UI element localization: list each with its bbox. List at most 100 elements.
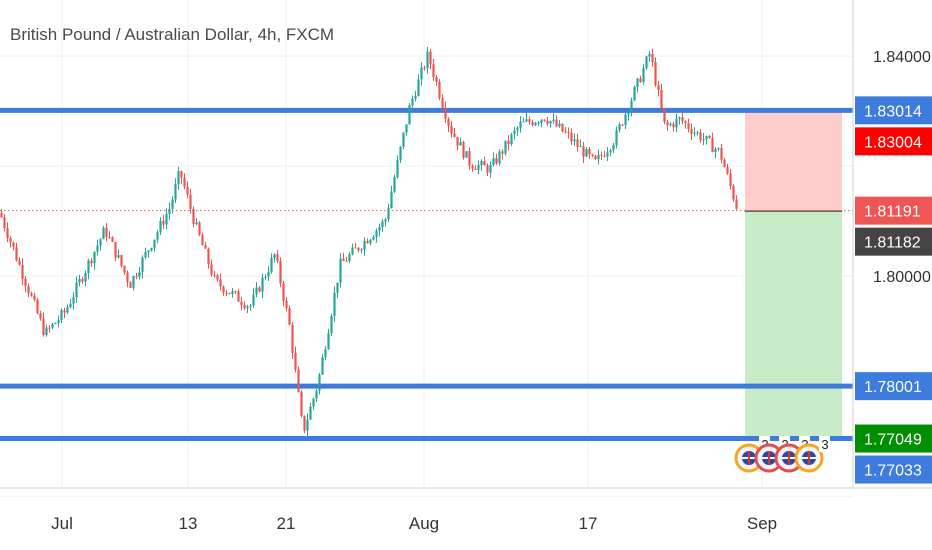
candle bbox=[33, 292, 36, 302]
time-axis[interactable]: Jul 13 21 Aug 17 Sep bbox=[51, 514, 777, 533]
candle bbox=[183, 173, 186, 190]
price-badge: 1.83014 bbox=[855, 96, 932, 125]
candle bbox=[429, 48, 432, 70]
candle bbox=[660, 83, 663, 110]
candle bbox=[420, 62, 423, 86]
candle bbox=[264, 274, 267, 280]
candle bbox=[621, 123, 624, 127]
candle bbox=[39, 310, 42, 321]
candle bbox=[606, 146, 609, 161]
candle bbox=[243, 301, 246, 311]
candle bbox=[447, 117, 450, 133]
candle bbox=[483, 156, 486, 166]
candle bbox=[666, 119, 669, 131]
candle bbox=[645, 55, 648, 70]
candle bbox=[360, 247, 363, 254]
candle bbox=[441, 94, 444, 110]
candle bbox=[423, 65, 426, 71]
candle bbox=[114, 241, 117, 262]
candle bbox=[147, 250, 150, 258]
candle bbox=[705, 135, 708, 145]
candle bbox=[51, 322, 54, 330]
price-badge: 1.83004 bbox=[855, 127, 932, 156]
candle bbox=[231, 288, 234, 298]
candle bbox=[210, 259, 213, 277]
candle bbox=[540, 119, 543, 128]
stop-loss-zone[interactable] bbox=[745, 110, 842, 212]
candle bbox=[369, 238, 372, 246]
candle bbox=[687, 118, 690, 133]
candle bbox=[3, 214, 6, 232]
candle bbox=[438, 79, 441, 101]
candle bbox=[624, 112, 627, 129]
candle bbox=[15, 242, 18, 262]
candle bbox=[528, 116, 531, 125]
svg-text:1.77033: 1.77033 bbox=[864, 463, 922, 480]
candle bbox=[144, 247, 147, 260]
candle bbox=[87, 258, 90, 280]
price-tick-label: 1.84000 bbox=[873, 49, 931, 66]
time-tick-label: Jul bbox=[51, 514, 73, 533]
candle bbox=[255, 282, 258, 298]
candle bbox=[336, 282, 339, 299]
candle bbox=[405, 124, 408, 136]
svg-text:1.83004: 1.83004 bbox=[864, 134, 922, 151]
candle bbox=[24, 275, 27, 293]
candle bbox=[531, 119, 534, 127]
candle bbox=[216, 274, 219, 282]
candle bbox=[180, 170, 183, 185]
candle bbox=[669, 121, 672, 127]
price-tick-label: 1.80000 bbox=[873, 269, 931, 286]
candle bbox=[642, 64, 645, 85]
candle bbox=[435, 74, 438, 87]
candle bbox=[99, 238, 102, 251]
events-strip[interactable]: 2233 bbox=[734, 436, 830, 473]
candle bbox=[168, 202, 171, 221]
candle bbox=[471, 164, 474, 172]
candle bbox=[702, 132, 705, 146]
candle bbox=[177, 166, 180, 190]
time-tick-label: Aug bbox=[409, 514, 439, 533]
candle bbox=[309, 402, 312, 420]
candle bbox=[381, 219, 384, 232]
candle bbox=[90, 258, 93, 268]
candle bbox=[342, 252, 345, 262]
candle bbox=[579, 139, 582, 148]
svg-text:1.81191: 1.81191 bbox=[864, 204, 921, 221]
price-badges: 1.83014 1.83004 1.81191 1.81182 1.78001 1.770… bbox=[855, 96, 932, 484]
candle bbox=[9, 236, 12, 248]
candle bbox=[354, 242, 357, 249]
candle bbox=[129, 281, 132, 288]
candle bbox=[498, 149, 501, 166]
svg-text:1.77049: 1.77049 bbox=[864, 432, 922, 449]
candle bbox=[513, 126, 516, 140]
candle bbox=[690, 123, 693, 140]
candle bbox=[333, 286, 336, 322]
candle bbox=[399, 146, 402, 164]
svg-text:1.83014: 1.83014 bbox=[864, 103, 922, 120]
candle bbox=[156, 229, 159, 244]
candle bbox=[522, 117, 525, 123]
candle bbox=[612, 143, 615, 154]
candle bbox=[219, 273, 222, 291]
candle bbox=[6, 222, 9, 243]
candle bbox=[372, 234, 375, 241]
event-marker[interactable]: 3 bbox=[794, 436, 830, 473]
candle bbox=[315, 389, 318, 403]
take-profit-zone[interactable] bbox=[745, 211, 842, 439]
candle bbox=[729, 169, 732, 190]
candle bbox=[105, 223, 108, 242]
candle bbox=[36, 297, 39, 315]
candle bbox=[378, 223, 381, 237]
candle bbox=[456, 136, 459, 151]
position-tool[interactable] bbox=[745, 110, 842, 439]
candle bbox=[732, 184, 735, 202]
horizontal-levels[interactable] bbox=[0, 107, 853, 442]
candle bbox=[141, 255, 144, 279]
candle bbox=[174, 178, 177, 204]
candle bbox=[57, 315, 60, 328]
chart-title: British Pound / Australian Dollar, 4h, F… bbox=[10, 25, 334, 44]
candle bbox=[693, 127, 696, 137]
candle bbox=[240, 296, 243, 311]
